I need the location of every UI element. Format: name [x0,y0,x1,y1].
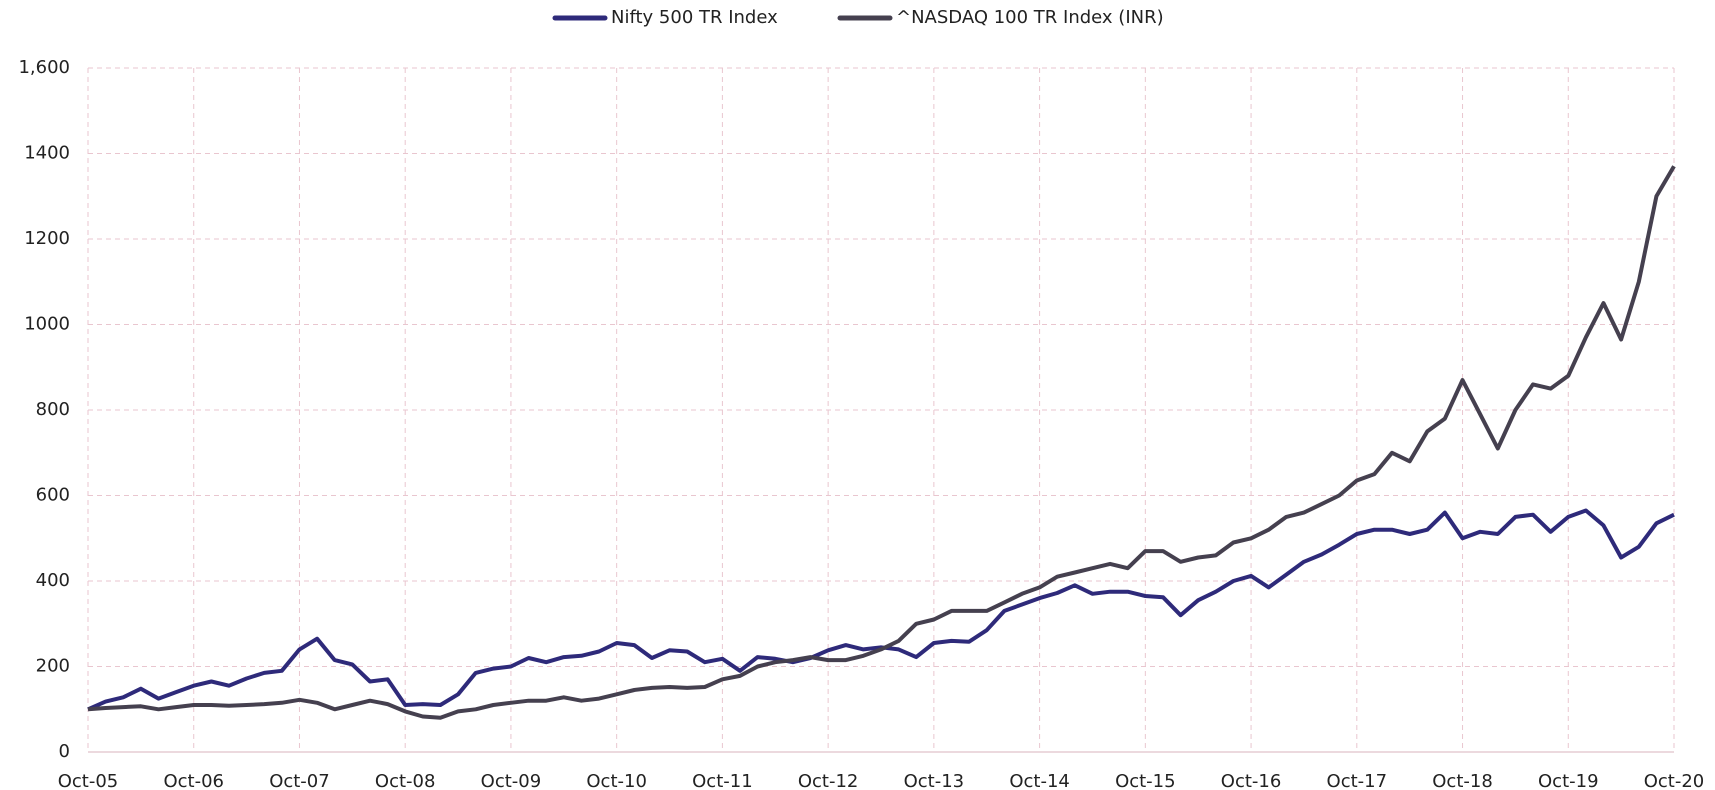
y-tick-label: 1400 [24,143,70,164]
x-tick-label: Oct-18 [1432,771,1493,790]
x-tick-label: Oct-11 [692,771,753,790]
x-tick-label: Oct-16 [1221,771,1282,790]
x-tick-label: Oct-06 [163,771,224,790]
x-tick-label: Oct-05 [58,771,119,790]
legend-label: Nifty 500 TR Index [611,7,778,28]
series-line [87,165,1676,720]
x-tick-label: Oct-08 [375,771,436,790]
y-tick-label: 200 [36,656,70,677]
x-tick-label: Oct-15 [1115,771,1176,790]
x-tick-label: Oct-13 [904,771,965,790]
x-tick-label: Oct-14 [1009,771,1070,790]
x-tick-label: Oct-12 [798,771,859,790]
y-tick-label: 600 [36,485,70,506]
x-tick-label: Oct-17 [1327,771,1388,790]
y-tick-label: 400 [36,570,70,591]
x-tick-label: Oct-20 [1644,771,1705,790]
y-tick-label: 0 [59,741,70,762]
y-tick-label: 1,600 [18,57,70,78]
y-tick-label: 1200 [24,228,70,249]
x-tick-label: Oct-10 [586,771,647,790]
x-tick-label: Oct-09 [481,771,542,790]
y-tick-label: 1000 [24,314,70,335]
x-tick-label: Oct-07 [269,771,330,790]
series-line [87,508,1675,712]
legend-label: ^NASDAQ 100 TR Index (INR) [896,7,1164,28]
y-tick-label: 800 [36,399,70,420]
x-tick-label: Oct-19 [1538,771,1599,790]
